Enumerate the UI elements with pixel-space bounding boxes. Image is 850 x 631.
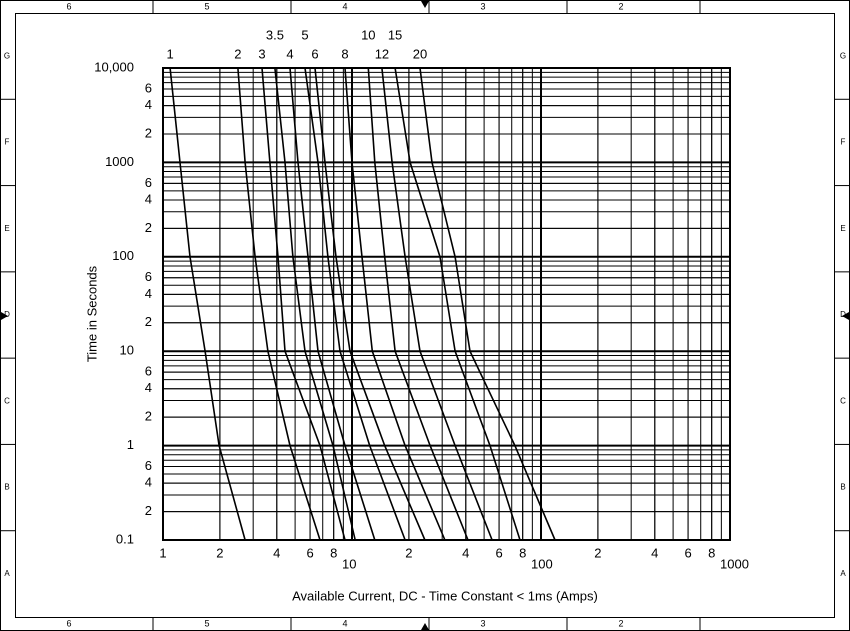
y-tick-label: 4 (145, 380, 152, 395)
y-tick-label: 2 (145, 125, 152, 140)
zone-label: 5 (204, 1, 209, 11)
curve-label: 20 (413, 46, 427, 61)
zone-label: 4 (342, 618, 347, 628)
x-tick-label: 6 (684, 545, 691, 560)
y-tick-label: 6 (145, 458, 152, 473)
fuse-curve (274, 67, 356, 541)
plot-border (162, 67, 731, 541)
x-tick-label: 1 (159, 545, 166, 560)
fuse-curve (261, 67, 346, 541)
y-tick-label: 2 (145, 409, 152, 424)
fuse-curve (394, 67, 521, 541)
y-tick-label: 4 (145, 286, 152, 301)
x-tick-label: 10 (342, 556, 356, 571)
x-tick-label: 8 (708, 545, 715, 560)
curve-label: 4 (286, 46, 293, 61)
curve-label: 15 (388, 27, 402, 42)
curve-label: 12 (375, 46, 389, 61)
y-tick-label: 0.1 (116, 531, 134, 546)
zone-label: G (840, 51, 846, 60)
zone-label: 6 (66, 1, 71, 11)
x-tick-label: 2 (594, 545, 601, 560)
curves (169, 67, 556, 541)
zone-label: 4 (342, 1, 347, 11)
y-tick-label: 4 (145, 191, 152, 206)
zone-label: C (4, 396, 10, 405)
y-tick-label: 6 (145, 269, 152, 284)
y-tick-label: 2 (145, 314, 152, 329)
y-tick-label: 1 (127, 437, 134, 452)
zone-label: 2 (618, 1, 623, 11)
zone-label: D (4, 310, 10, 319)
fuse-curve (304, 67, 406, 541)
curve-label: 3.5 (266, 27, 284, 42)
y-tick-label: 10 (120, 343, 134, 358)
curve-label: 2 (234, 46, 241, 61)
x-tick-label: 2 (405, 545, 412, 560)
zone-label: 2 (618, 618, 623, 628)
curve-label: 1 (166, 46, 173, 61)
x-tick-label: 4 (651, 545, 658, 560)
grid (162, 67, 731, 541)
x-tick-label: 4 (273, 545, 280, 560)
y-tick-label: 6 (145, 80, 152, 95)
curve-label: 8 (341, 46, 348, 61)
x-tick-label: 6 (306, 545, 313, 560)
fuse-curve (381, 67, 493, 541)
x-tick-label: 2 (216, 545, 223, 560)
zone-label: 6 (66, 618, 71, 628)
x-tick-label: 1000 (720, 556, 749, 571)
y-tick-label: 4 (145, 97, 152, 112)
y-tick-label: 6 (145, 364, 152, 379)
zone-label: B (840, 483, 845, 492)
inner-frame (15, 13, 835, 618)
zone-label: 3 (480, 618, 485, 628)
zone-label: B (4, 483, 9, 492)
y-tick-label: 2 (145, 503, 152, 518)
y-axis-title: Time in Seconds (84, 265, 99, 362)
y-tick-label: 2 (145, 220, 152, 235)
zone-label: 3 (480, 1, 485, 11)
curve-label: 6 (311, 46, 318, 61)
zone-label: G (4, 51, 10, 60)
x-tick-label: 6 (495, 545, 502, 560)
zone-label: D (840, 310, 846, 319)
fuse-curve (289, 67, 376, 541)
fuse-curve (344, 67, 446, 541)
x-tick-label: 8 (330, 545, 337, 560)
fuse-curve (314, 67, 426, 541)
curve-label: 3 (258, 46, 265, 61)
y-tick-label: 1000 (105, 154, 134, 169)
fuse-curve (237, 67, 321, 541)
y-tick-label: 6 (145, 175, 152, 190)
zone-label: A (840, 569, 846, 578)
zone-label: F (841, 138, 846, 147)
zone-label: A (4, 569, 10, 578)
zone-label: 5 (204, 618, 209, 628)
y-tick-label: 4 (145, 475, 152, 490)
zone-label: F (5, 138, 10, 147)
curve-label: 5 (301, 27, 308, 42)
fuse-curve (419, 67, 556, 541)
x-tick-label: 4 (462, 545, 469, 560)
x-tick-label: 8 (519, 545, 526, 560)
x-axis-title: Available Current, DC - Time Constant < … (292, 588, 598, 603)
fuse-curve (367, 67, 469, 541)
x-tick-label: 100 (531, 556, 553, 571)
y-tick-label: 100 (112, 248, 134, 263)
zone-label: C (840, 396, 846, 405)
zone-label: E (4, 224, 9, 233)
zone-label: E (840, 224, 845, 233)
y-tick-label: 10,000 (94, 59, 134, 74)
fuse-curve (169, 67, 246, 541)
curve-label: 10 (361, 27, 375, 42)
